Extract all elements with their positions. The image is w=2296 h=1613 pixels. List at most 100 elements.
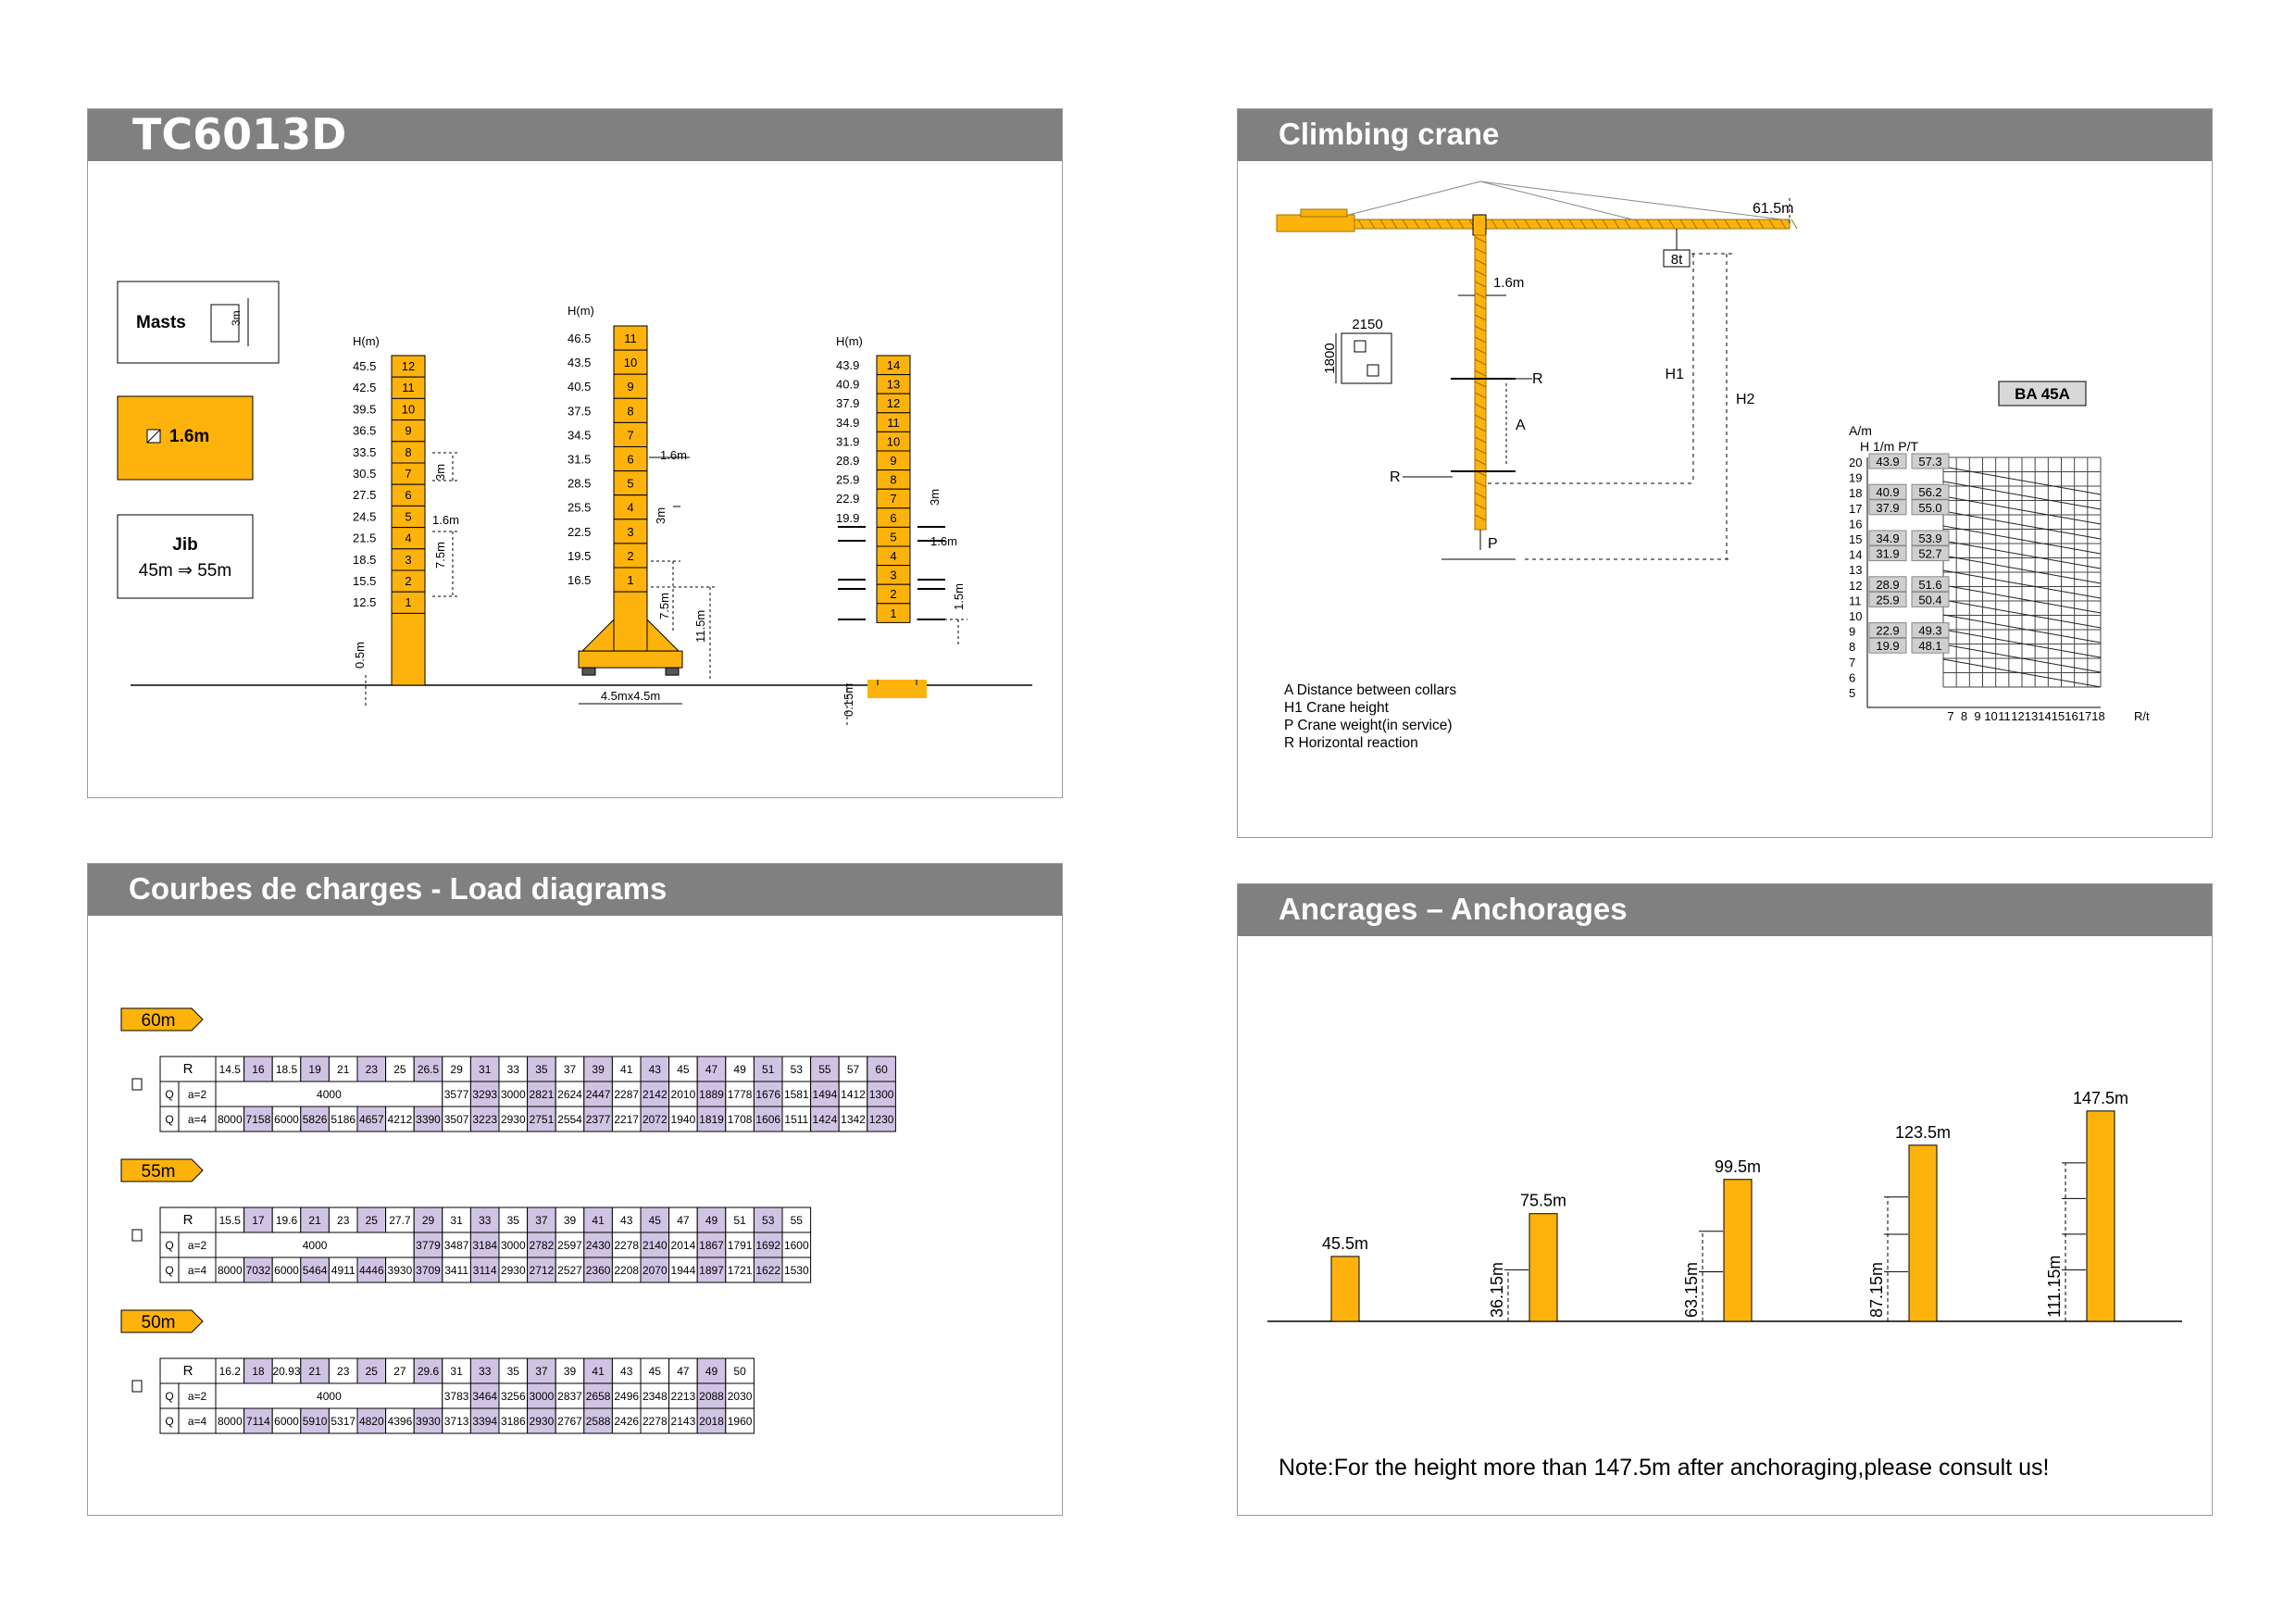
table-cell <box>781 1081 812 1107</box>
table-cell <box>583 1106 613 1132</box>
r-value: 41 <box>620 1063 633 1076</box>
height-value: 12.5 <box>353 595 376 609</box>
square-section-icon-diag <box>146 429 161 444</box>
p-value: 50.4 <box>1918 593 1941 606</box>
bar-label: 147.5m <box>2073 1089 2128 1107</box>
section-number: 12 <box>402 359 415 373</box>
masts-label: Masts <box>136 313 186 332</box>
r-value: 27.7 <box>389 1214 411 1227</box>
p-cell <box>1911 622 1950 639</box>
a4-value: 3411 <box>444 1264 468 1277</box>
a4-value: 5186 <box>331 1113 356 1126</box>
a2-value: 3293 <box>472 1088 497 1101</box>
a4-value: 5317 <box>331 1415 356 1428</box>
jib-lattice <box>1524 219 1531 230</box>
h-axis-label: H(m) <box>836 334 863 348</box>
r-value: 33 <box>479 1365 492 1378</box>
base-strut <box>646 618 680 652</box>
r-value: 26.5 <box>418 1063 440 1076</box>
table-cell <box>668 1106 698 1132</box>
jib-lattice <box>1668 219 1676 230</box>
table-cell <box>781 1257 812 1283</box>
a4-value: 2930 <box>501 1264 526 1277</box>
load-curve <box>1942 540 2102 569</box>
h-axis-label: H(m) <box>568 304 594 318</box>
load-curve <box>1942 644 2102 673</box>
r-value: 43 <box>620 1365 633 1378</box>
h-cell <box>1868 499 1907 516</box>
h-value: 25.9 <box>1876 593 1899 606</box>
hook-icon <box>131 1229 143 1242</box>
section-number: 7 <box>405 467 411 481</box>
tie-rod <box>1479 181 1637 221</box>
height-value: 25.9 <box>836 473 859 487</box>
tower-lattice <box>1474 314 1487 321</box>
tower-lattice <box>1474 381 1487 388</box>
a4-value: 2377 <box>586 1113 611 1126</box>
anchorage-chart: 45.5m 75.5m 36.15m 99.5m 63.15m 123.5m 87.15m 1… <box>1267 1089 2182 1322</box>
base-size: 4.5mx4.5m <box>601 689 660 703</box>
section-number: 1 <box>890 606 896 620</box>
table-cell <box>527 1232 556 1258</box>
table-cell <box>356 1407 387 1434</box>
a4-value: 4657 <box>359 1113 384 1126</box>
jib-lattice <box>1535 219 1542 230</box>
slide-header: Courbes de charges - Load diagrams <box>88 864 1062 916</box>
jib-box <box>117 514 254 599</box>
table-cell <box>781 1056 812 1082</box>
a2-value: 2213 <box>671 1390 696 1403</box>
a4-value: 2527 <box>557 1264 582 1277</box>
a4-value: 1606 <box>755 1113 780 1126</box>
r-value: 33 <box>507 1063 520 1076</box>
a4-value: 3114 <box>473 1264 497 1277</box>
jib-lattice <box>1568 219 1576 230</box>
h-cell <box>1868 576 1907 593</box>
tie-rod <box>1348 181 1481 216</box>
a2-value: 2140 <box>643 1239 668 1252</box>
a4-value: 5464 <box>303 1264 328 1277</box>
load-curve <box>1942 569 2102 599</box>
section-number: 1 <box>405 595 411 609</box>
table-cell <box>555 1106 585 1132</box>
a4-value: 2588 <box>586 1415 611 1428</box>
a4-value: 3507 <box>444 1113 469 1126</box>
load-curve <box>1942 629 2102 658</box>
a2-span-value: 4000 <box>317 1088 342 1101</box>
jib-lattice <box>1602 219 1609 230</box>
tower-lattice <box>1474 492 1487 499</box>
a4-value: 1342 <box>841 1113 866 1126</box>
table-cell <box>725 1056 755 1082</box>
y-tick: 19 <box>1849 471 1862 485</box>
section-number: 2 <box>627 549 633 563</box>
section-number: 5 <box>405 509 411 523</box>
a4-value: 1622 <box>755 1264 780 1277</box>
a2-value: 2597 <box>557 1239 582 1252</box>
height-value: 40.5 <box>568 380 591 394</box>
mast-width: 1.6m <box>1493 275 1524 291</box>
frame-width: 2150 <box>1352 317 1382 332</box>
table-cell <box>328 1407 358 1434</box>
a4-value: 8000 <box>218 1113 243 1126</box>
a4-value: 1424 <box>813 1113 838 1126</box>
jib-lattice <box>1513 219 1520 230</box>
anchor-bar <box>1330 1256 1360 1322</box>
r-value: 18 <box>252 1365 265 1378</box>
a2-value: 1692 <box>755 1239 780 1252</box>
anchor-bar <box>2086 1110 2115 1322</box>
a4-value: 7158 <box>246 1113 271 1126</box>
r-value: 55 <box>791 1214 804 1227</box>
a2-value: 2658 <box>586 1390 611 1403</box>
table-cell <box>838 1056 868 1082</box>
r-value: 50 <box>733 1365 746 1378</box>
jib-lattice <box>1402 219 1409 230</box>
a2-label: a=2 <box>188 1390 207 1403</box>
x-tick: 7 <box>1947 709 1953 723</box>
jib-lattice <box>1791 219 1798 230</box>
a4-value: 5826 <box>303 1113 328 1126</box>
r-value: 41 <box>592 1214 605 1227</box>
slide-tc6013d: TC6013D Masts 3m 1.6m Jib 45m ⇒ 55m H(m) 12 45.… <box>87 108 1063 798</box>
tower-lattice <box>1474 292 1487 299</box>
jib-tag-label: 55m <box>142 1162 176 1182</box>
dim-0.15m: 0.15m <box>842 683 855 717</box>
bar-label: 99.5m <box>1715 1157 1761 1176</box>
